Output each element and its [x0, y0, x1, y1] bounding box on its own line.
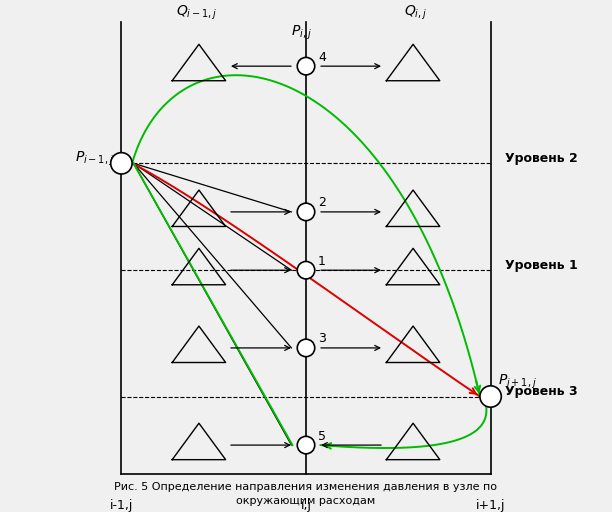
Text: 4: 4	[318, 51, 326, 63]
Circle shape	[297, 57, 315, 75]
Circle shape	[111, 153, 132, 174]
Text: Уровень 3: Уровень 3	[505, 385, 578, 398]
Text: i,j: i,j	[300, 499, 312, 511]
Circle shape	[297, 203, 315, 221]
Text: i-1,j: i-1,j	[110, 499, 133, 511]
Text: Уровень 1: Уровень 1	[505, 259, 578, 272]
Text: i+1,j: i+1,j	[476, 499, 506, 511]
Text: $P_{i,j}$: $P_{i,j}$	[291, 24, 312, 42]
Circle shape	[297, 436, 315, 454]
Text: $Q_{i,j}$: $Q_{i,j}$	[404, 4, 427, 23]
Text: Рис. 5 Определение направления изменения давления в узле по: Рис. 5 Определение направления изменения…	[114, 481, 498, 492]
Text: 1: 1	[318, 255, 326, 268]
Text: 5: 5	[318, 430, 326, 443]
Text: $P_{i+1,j}$: $P_{i+1,j}$	[498, 373, 537, 391]
Text: 2: 2	[318, 197, 326, 209]
Text: окружающим расходам: окружающим расходам	[236, 496, 376, 506]
Text: Уровень 2: Уровень 2	[505, 152, 578, 165]
Text: $P_{i-1,j}$: $P_{i-1,j}$	[75, 150, 114, 167]
Circle shape	[297, 262, 315, 279]
Text: $Q_{i-1,j}$: $Q_{i-1,j}$	[176, 4, 217, 23]
Text: 3: 3	[318, 332, 326, 346]
Circle shape	[297, 339, 315, 357]
Circle shape	[480, 386, 501, 407]
